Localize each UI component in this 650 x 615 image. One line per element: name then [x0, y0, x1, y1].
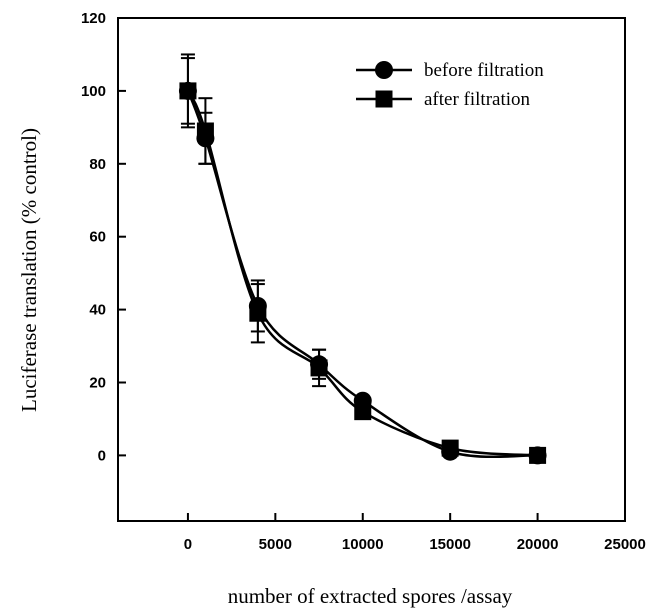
x-axis-title: number of extracted spores /assay [228, 584, 513, 608]
legend-label: after filtration [424, 89, 531, 110]
legend: before filtration after filtration [356, 60, 544, 110]
y-tick-label: 40 [89, 302, 106, 319]
data-point [196, 122, 214, 140]
x-tick-label: 0 [184, 536, 192, 553]
plot-frame [117, 17, 626, 522]
y-tick-label: 80 [89, 156, 106, 173]
x-tick-label: 25000 [604, 536, 646, 553]
y-axis-title: Luciferase translation (% control) [17, 128, 41, 412]
data-point [179, 82, 197, 100]
y-tick-label: 0 [98, 447, 106, 464]
y-tick-label: 120 [81, 10, 106, 27]
legend-marker-circle [375, 61, 393, 79]
x-tick-label: 15000 [429, 536, 471, 553]
y-tick-label: 60 [89, 229, 106, 246]
data-point [441, 439, 459, 457]
data-point [310, 359, 328, 377]
x-axis: 0 5000 10000 15000 20000 25000 [184, 513, 646, 553]
data-point [529, 446, 547, 464]
legend-marker-square [375, 90, 393, 108]
y-tick-label: 20 [89, 374, 106, 391]
series-layer [178, 53, 547, 465]
series-square [179, 53, 547, 464]
x-tick-label: 5000 [259, 536, 292, 553]
x-tick-label: 20000 [517, 536, 559, 553]
data-point [249, 304, 267, 322]
data-point [354, 403, 372, 421]
x-tick-label: 10000 [342, 536, 384, 553]
legend-label: before filtration [424, 60, 544, 81]
y-tick-label: 100 [81, 83, 106, 100]
y-axis: 0 20 40 60 80 100 120 [81, 10, 126, 464]
